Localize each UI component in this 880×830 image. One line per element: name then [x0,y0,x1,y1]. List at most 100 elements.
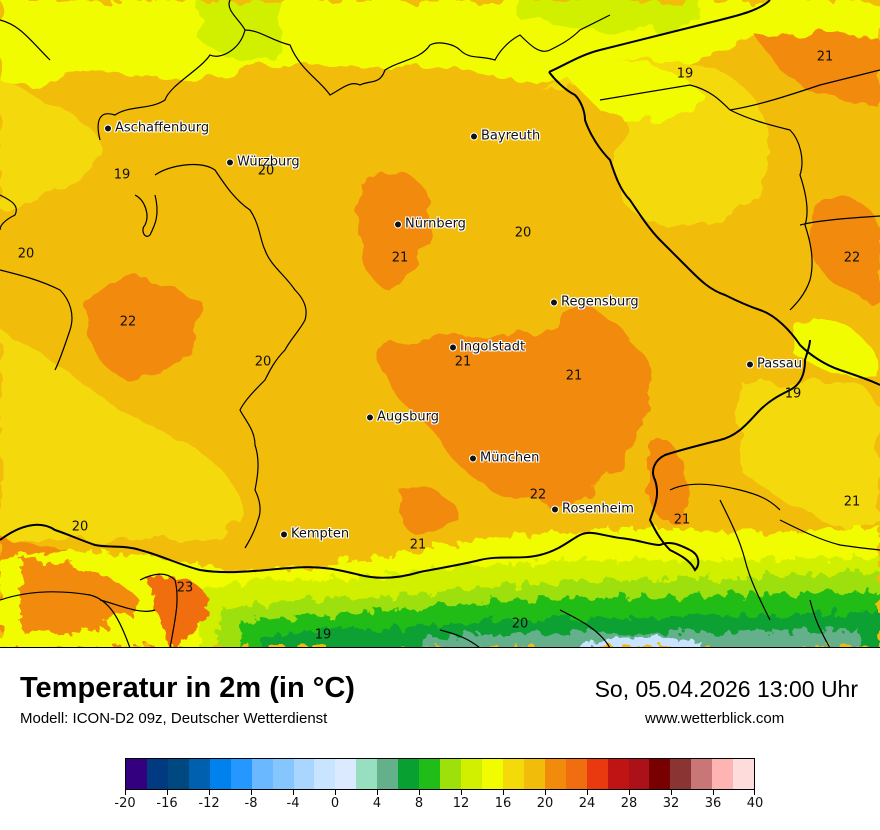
colorbar-segment [565,759,587,789]
colorbar-segment [146,759,168,789]
colorbar-legend [125,758,755,790]
city-marker: Ingolstadt [449,340,525,355]
map-bottom-border [0,647,880,648]
colorbar-segment [209,759,231,789]
city-marker: Bayreuth [470,129,540,144]
temperature-value-label: 20 [514,225,532,241]
colorbar-segment [670,759,692,789]
colorbar-segment [628,759,650,789]
tick-label: 20 [536,796,554,811]
tick-label: 40 [746,796,764,811]
tick-label: 32 [662,796,680,811]
tick-mark [293,790,294,795]
temperature-value-label: 21 [843,494,861,510]
city-marker: Nürnberg [394,217,466,232]
city-dot-icon [746,360,754,368]
colorbar-segment [586,759,608,789]
tick-label: 12 [452,796,470,811]
tick-mark [377,790,378,795]
temperature-value-label: 20 [71,519,89,535]
temperature-value-label: 23 [176,580,194,596]
city-dot-icon [469,454,477,462]
city-dot-icon [470,132,478,140]
city-name: Rosenheim [562,501,634,517]
tick-mark [419,790,420,795]
colorbar-segment [502,759,524,789]
tick-mark [503,790,504,795]
colorbar-segment [691,759,713,789]
valid-datetime: So, 05.04.2026 13:00 Uhr [594,676,858,702]
colorbar-segment [481,759,503,789]
city-dot-icon [226,158,234,166]
temperature-value-label: 22 [529,487,547,503]
temperature-value-label: 20 [257,163,275,179]
colorbar-segment [314,759,336,789]
tick-mark [671,790,672,795]
city-dot-icon [280,530,288,538]
tick-mark [545,790,546,795]
city-marker: Augsburg [366,410,439,425]
city-name: Augsburg [377,409,440,425]
chart-title: Temperatur in 2m (in °C) [20,672,355,704]
border-lines [0,0,880,648]
temperature-value-label: 21 [816,49,834,65]
colorbar-segment [167,759,189,789]
temperature-value-label: 21 [409,537,427,553]
temperature-value-label: 19 [784,386,802,402]
colorbar-segment [398,759,420,789]
tick-mark [587,790,588,795]
colorbar-ticks: -20 -16 -12 -8 -4 0 4 8 12 16 20 24 28 32 36 40 [114,790,763,820]
tick-mark [167,790,168,795]
tick-label: -20 [114,796,136,811]
colorbar-segment [356,759,378,789]
colorbar-segment [544,759,566,789]
temperature-value-label: 22 [843,250,861,266]
tick-label: 28 [620,796,638,811]
colorbar-segment [188,759,210,789]
tick-mark [461,790,462,795]
temperature-value-label: 21 [391,250,409,266]
tick-mark [209,790,210,795]
tick-mark [754,790,755,795]
colorbar-segment [377,759,399,789]
city-name: Passau [757,356,802,372]
tick-label: -8 [244,796,258,811]
colorbar-segment [440,759,461,789]
city-dot-icon [551,505,559,513]
temperature-map: Aschaffenburg Würzburg Bayreuth Nürnberg Reg… [0,0,880,648]
colorbar-segment [293,759,315,789]
city-name: Kempten [291,526,350,542]
tick-label: -16 [156,796,178,811]
tick-label: 36 [704,796,722,811]
temperature-value-label: 19 [314,627,332,643]
tick-label: 0 [330,796,340,811]
city-marker: Passau [746,357,802,372]
temperature-value-label: 20 [254,354,272,370]
city-name: München [480,450,540,466]
city-dot-icon [366,413,374,421]
temperature-value-label: 20 [17,246,35,262]
city-marker: Kempten [280,527,349,542]
city-name: Bayreuth [481,128,541,144]
tick-mark [335,790,336,795]
tick-label: 24 [578,796,596,811]
city-marker: Würzburg [226,155,300,170]
colorbar-segment [230,759,252,789]
map-raster [0,0,880,648]
tick-mark [713,790,714,795]
colorbar-segment [126,759,147,789]
tick-mark [629,790,630,795]
colorbar-segment [272,759,294,789]
city-marker: Regensburg [550,295,639,310]
colorbar-segment [419,759,441,789]
colorbar-segment [607,759,629,789]
website-link[interactable]: www.wetterblick.com [645,710,785,727]
colorbar-segment [461,759,482,789]
city-name: Würzburg [237,154,300,170]
tick-label: 8 [414,796,424,811]
temperature-value-label: 19 [676,66,694,82]
tick-label: -12 [198,796,220,811]
colorbar-segment [649,759,671,789]
city-dot-icon [449,343,457,351]
temperature-value-label: 21 [673,512,691,528]
